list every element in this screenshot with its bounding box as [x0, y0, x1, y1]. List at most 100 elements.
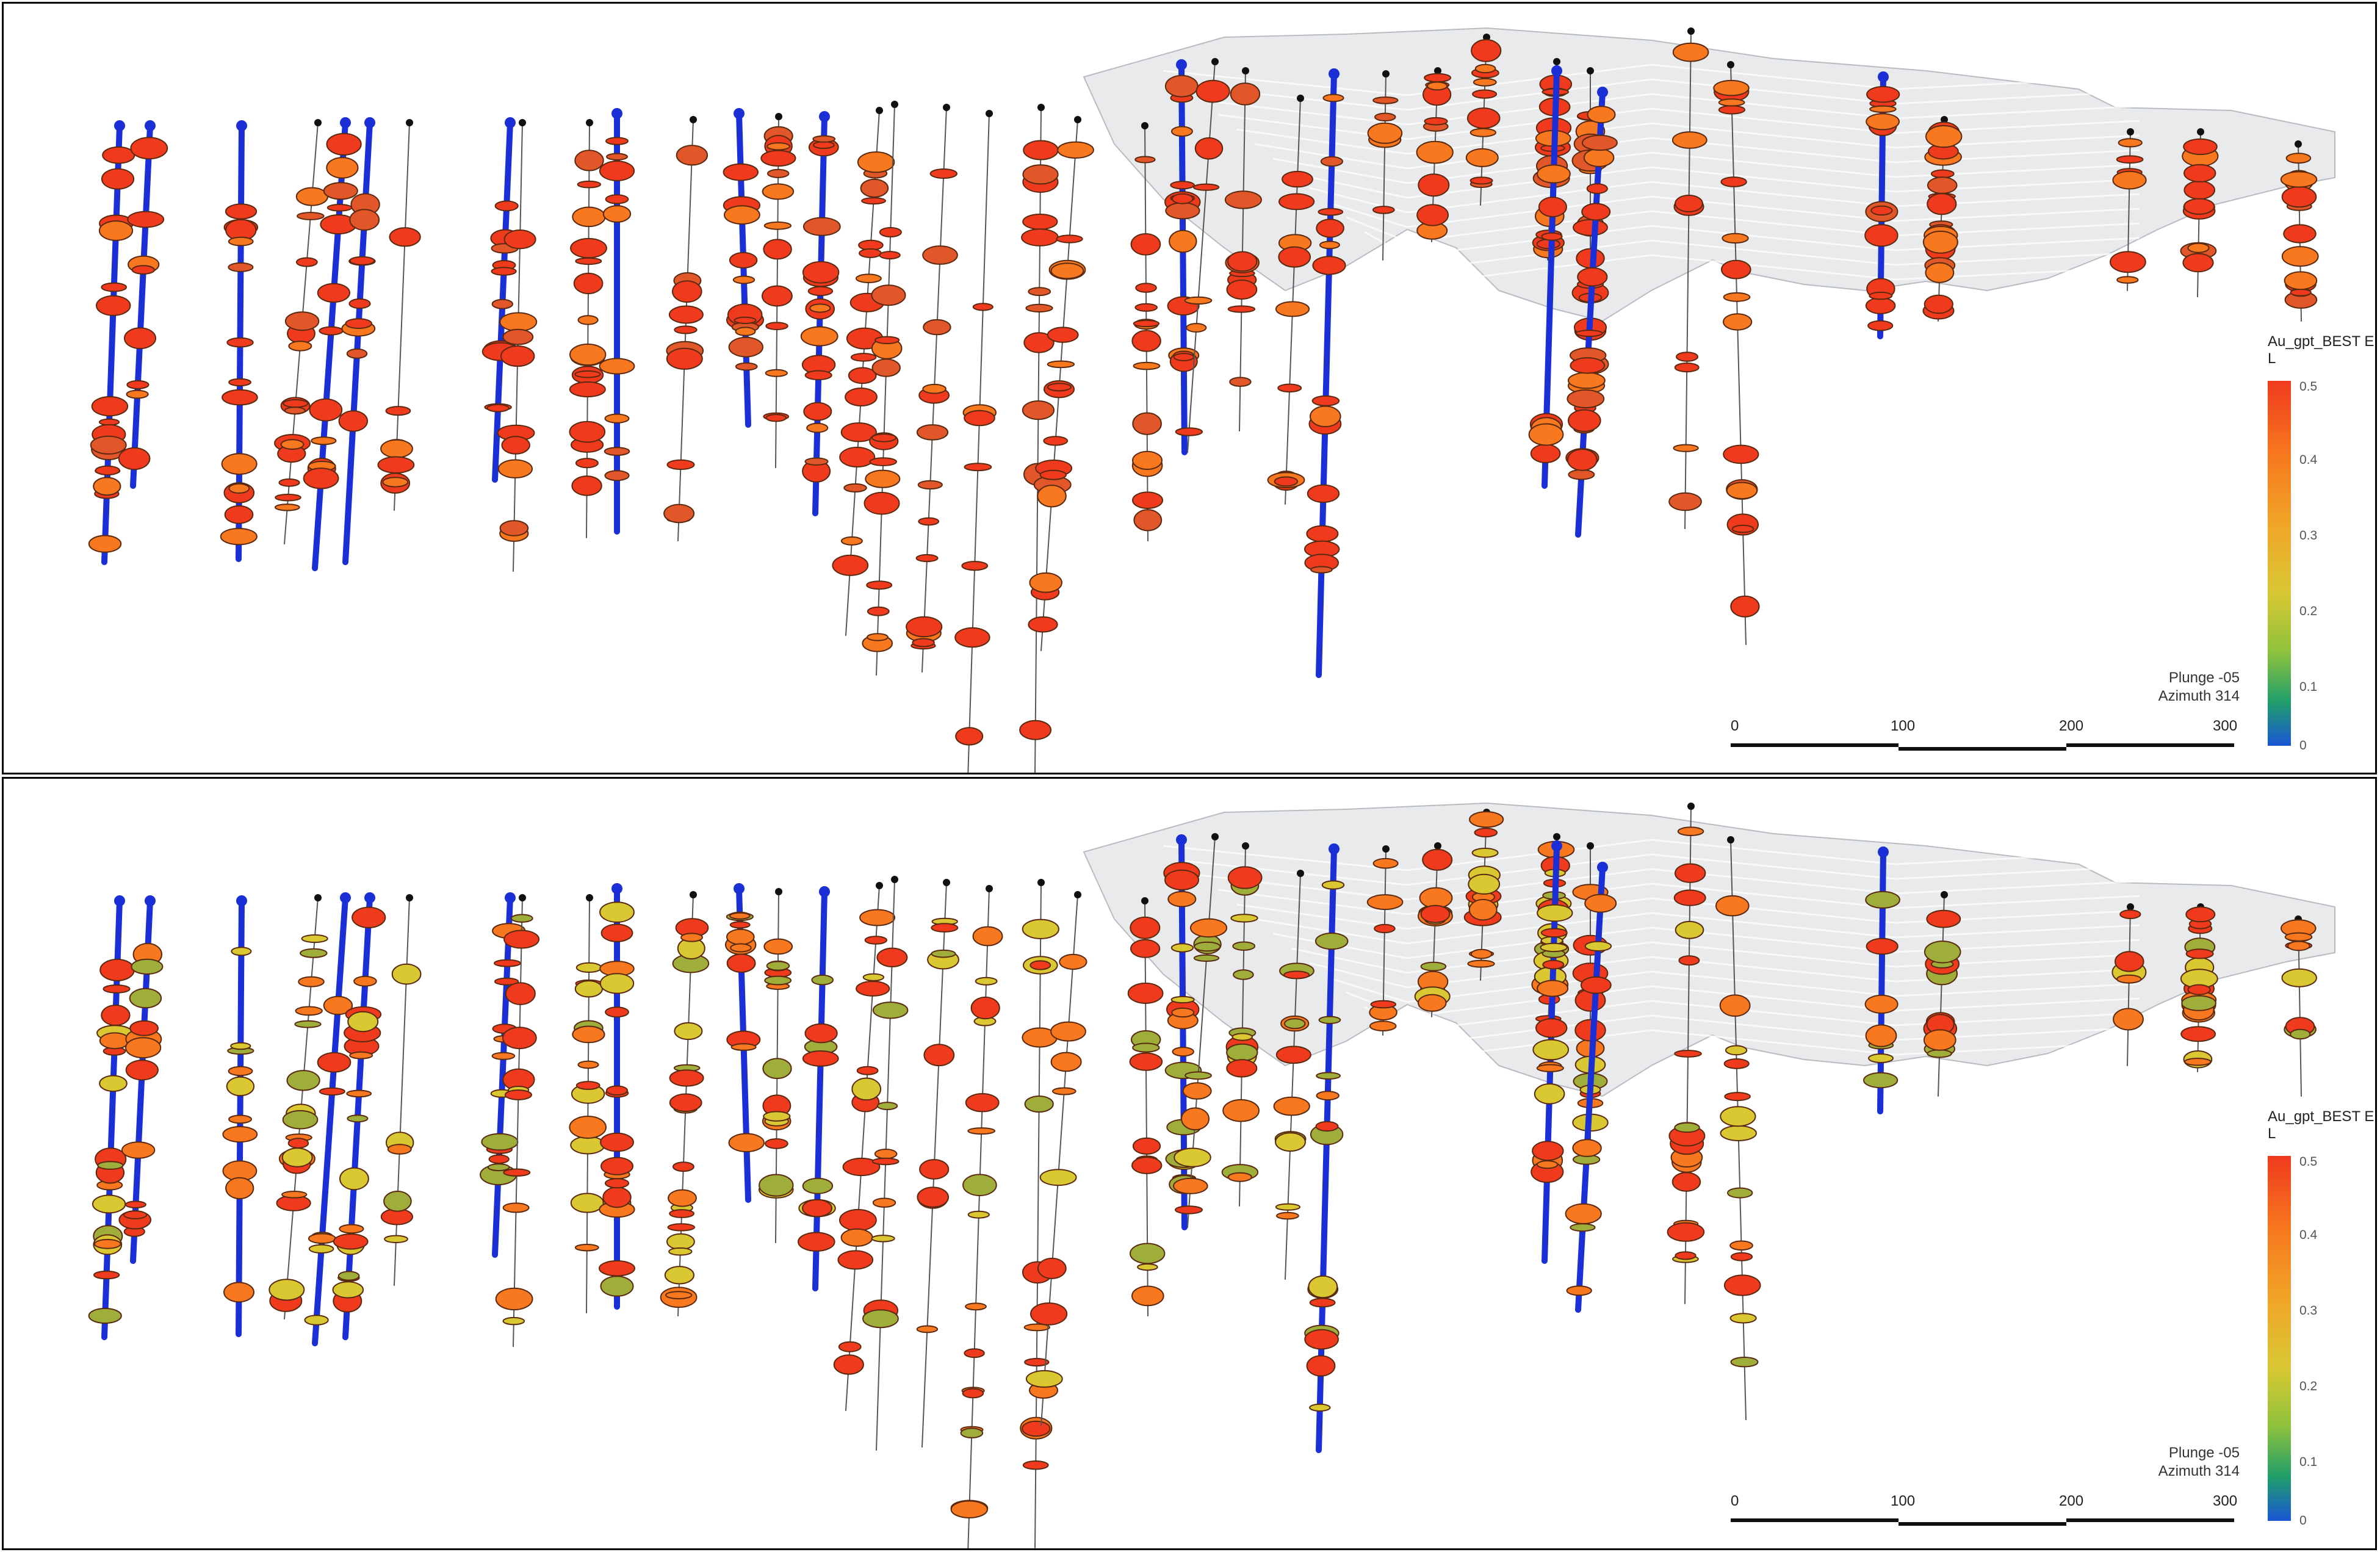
- assay-disc: [503, 1168, 531, 1177]
- assay-disc: [837, 1250, 874, 1270]
- drillhole-trace: [1239, 845, 1246, 1207]
- legend-tick: 0.5: [2299, 1155, 2318, 1169]
- collar-icon: [586, 119, 593, 126]
- assay-disc: [965, 1093, 1000, 1113]
- assay-disc: [962, 1388, 984, 1399]
- assay-disc: [1673, 889, 1706, 906]
- assay-disc: [1227, 866, 1263, 889]
- assay-disc: [309, 398, 343, 422]
- assay-disc: [1024, 1095, 1054, 1113]
- collar-icon: [891, 101, 898, 108]
- assay-disc: [284, 311, 320, 331]
- collar-icon: [1242, 842, 1249, 850]
- assay-disc: [856, 1066, 879, 1075]
- assay-disc: [730, 1043, 757, 1051]
- assay-disc: [840, 422, 877, 442]
- assay-disc: [2115, 951, 2144, 972]
- assay-disc: [1676, 352, 1698, 362]
- assay-disc: [800, 326, 838, 347]
- assay-disc: [1230, 914, 1258, 923]
- assay-disc: [1675, 195, 1703, 212]
- assay-disc: [802, 1177, 834, 1194]
- assay-disc: [1723, 292, 1751, 302]
- assay-disc: [1718, 105, 1746, 115]
- assay-disc: [101, 1005, 131, 1026]
- assay-disc: [1022, 164, 1059, 185]
- collar-icon: [1483, 34, 1490, 41]
- collar-icon: [1329, 843, 1340, 854]
- collar-icon: [611, 108, 622, 119]
- assay-disc: [967, 1127, 996, 1135]
- assay-disc: [1173, 353, 1195, 361]
- assay-disc: [1667, 1222, 1705, 1242]
- assay-disc: [1726, 482, 1758, 500]
- assay-disc: [604, 447, 630, 456]
- assay-disc: [922, 245, 958, 265]
- assay-disc: [97, 1161, 124, 1170]
- assay-disc: [726, 928, 755, 945]
- assay-disc: [125, 1037, 162, 1059]
- assay-disc: [1132, 491, 1163, 510]
- collar-icon: [1687, 27, 1695, 35]
- collar-icon: [986, 885, 993, 892]
- assay-disc: [1724, 1092, 1751, 1102]
- assay-disc: [1132, 412, 1162, 435]
- assay-disc: [99, 1032, 131, 1050]
- assay-disc: [574, 370, 601, 378]
- assay-disc: [1927, 176, 1958, 194]
- assay-disc: [1369, 1020, 1397, 1032]
- assay-disc: [99, 958, 135, 981]
- assay-disc: [495, 1287, 533, 1311]
- assay-disc: [298, 976, 325, 987]
- drillhole-trace: [513, 897, 523, 1347]
- surface-facet: [1327, 195, 2140, 228]
- drillhole-trace: [845, 885, 880, 1411]
- drillhole-trace: [1730, 64, 1747, 645]
- assay-disc: [1927, 193, 1957, 215]
- collar-icon: [1597, 87, 1608, 98]
- assay-disc: [1468, 873, 1501, 895]
- assay-disc: [1310, 405, 1341, 428]
- assay-disc: [1923, 1029, 1956, 1051]
- assay-disc: [735, 362, 758, 371]
- assay-disc: [1723, 1058, 1750, 1069]
- assay-disc: [574, 1244, 599, 1252]
- assay-disc: [1135, 283, 1157, 293]
- assay-disc: [295, 187, 328, 206]
- assay-disc: [871, 358, 901, 377]
- drillhole-trace-highlight: [130, 123, 153, 489]
- assay-disc: [1306, 1355, 1336, 1377]
- collar-icon: [1587, 67, 1594, 74]
- assay-disc: [859, 248, 882, 258]
- drillhole-trace: [1040, 894, 1078, 1426]
- assay-disc: [575, 962, 602, 973]
- scale-label: 0: [1731, 718, 1739, 734]
- assay-disc: [1164, 74, 1199, 98]
- assay-disc: [311, 436, 337, 446]
- assay-disc: [575, 257, 602, 265]
- assay-disc: [346, 348, 368, 359]
- assay-disc: [383, 1191, 412, 1212]
- assay-disc: [1181, 1107, 1210, 1131]
- assay-disc: [304, 1315, 329, 1326]
- assay-disc: [1019, 720, 1051, 740]
- assay-disc: [1022, 1420, 1051, 1437]
- assay-disc: [1470, 948, 1493, 959]
- surface-facet: [1346, 210, 2140, 243]
- assay-disc: [1133, 319, 1160, 328]
- assay-disc: [1134, 156, 1156, 164]
- assay-disc: [348, 298, 371, 309]
- collar-icon: [314, 119, 322, 126]
- assay-disc: [126, 380, 150, 389]
- assay-disc: [845, 388, 878, 406]
- assay-disc: [1568, 372, 1606, 389]
- collar-icon: [1727, 836, 1734, 843]
- assay-disc: [1193, 954, 1220, 962]
- assay-disc: [504, 1089, 533, 1100]
- assay-disc: [1194, 137, 1224, 160]
- assay-disc: [228, 262, 254, 272]
- assay-disc: [391, 963, 422, 985]
- assay-disc: [387, 1144, 412, 1155]
- assay-disc: [569, 381, 606, 398]
- assay-disc: [1306, 525, 1339, 543]
